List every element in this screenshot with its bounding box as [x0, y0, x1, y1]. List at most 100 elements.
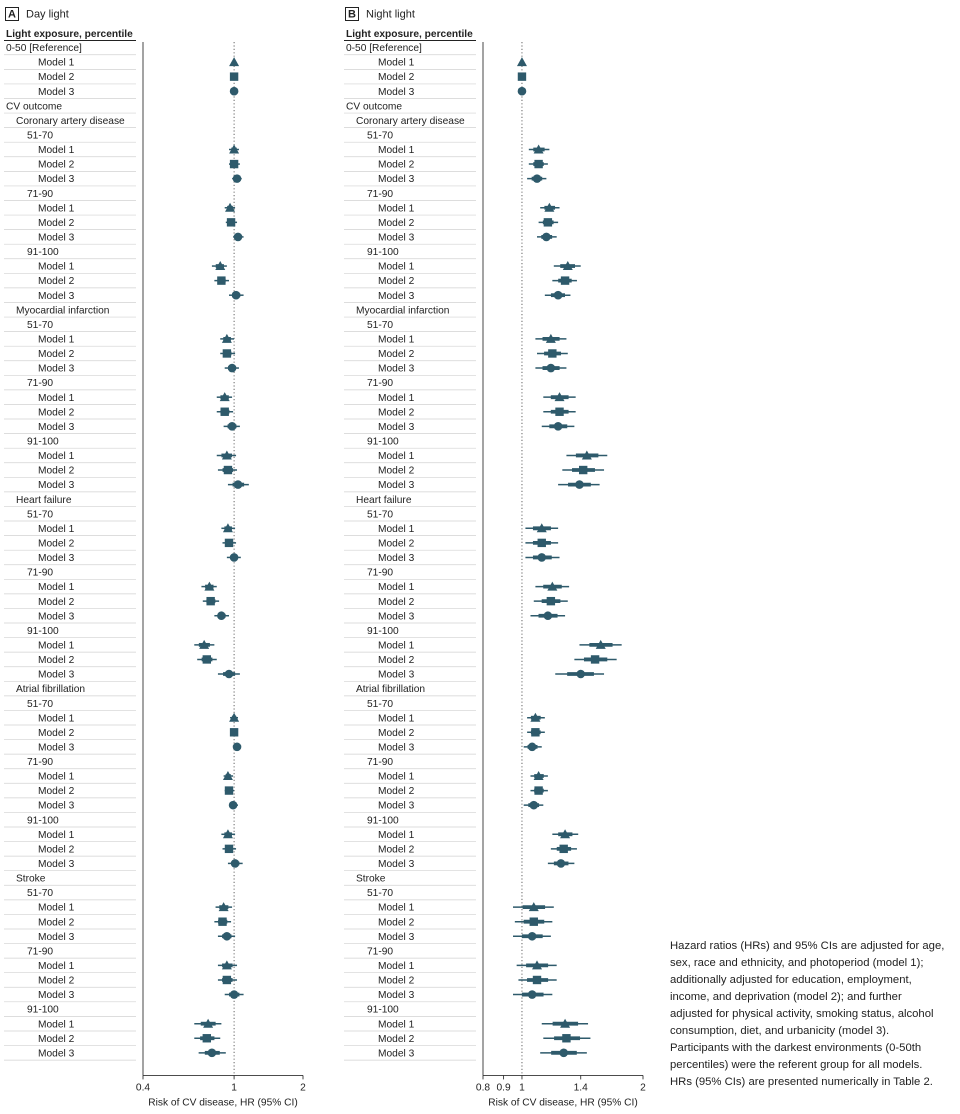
hr-marker-circle — [227, 363, 237, 373]
row-label: Model 3 — [38, 611, 75, 622]
row-label: 71-90 — [27, 378, 53, 389]
hr-marker-triangle — [554, 392, 565, 402]
row-label: 71-90 — [367, 946, 393, 957]
hr-marker-circle — [556, 859, 566, 868]
panel-title: Day light — [26, 9, 69, 21]
hr-marker-square — [202, 1034, 212, 1043]
hr-marker-triangle — [516, 57, 527, 67]
hr-marker-triangle — [219, 392, 230, 402]
row-label: Model 1 — [378, 393, 415, 404]
row-label: Atrial fibrillation — [356, 684, 425, 695]
row-label: CV outcome — [346, 101, 402, 112]
row-label: Model 2 — [38, 72, 75, 83]
hr-marker-circle — [207, 1048, 217, 1058]
hr-marker-triangle — [532, 960, 543, 970]
hr-marker-circle — [224, 669, 234, 679]
row-label: Model 1 — [38, 451, 75, 462]
hr-marker-circle — [527, 931, 537, 941]
row-label: 91-100 — [27, 436, 59, 447]
row-label: Heart failure — [16, 495, 72, 506]
hr-marker-circle — [527, 742, 537, 752]
row-label: Model 2 — [38, 160, 75, 171]
row-label: Model 1 — [38, 582, 75, 593]
row-label: Model 2 — [378, 844, 415, 855]
row-label: Model 2 — [378, 1034, 415, 1045]
row-label: Model 3 — [378, 1048, 415, 1059]
row-label: Model 1 — [378, 58, 415, 69]
hr-marker-triangle — [225, 202, 236, 212]
hr-marker-triangle — [222, 829, 233, 839]
hr-marker-circle — [229, 553, 239, 562]
hr-marker-square — [590, 655, 600, 664]
row-label: 71-90 — [27, 946, 53, 957]
row-label: Model 1 — [378, 772, 415, 783]
hr-marker-square — [223, 465, 233, 475]
hr-marker-triangle — [545, 333, 556, 343]
row-label: Model 3 — [38, 364, 75, 375]
row-label: Model 2 — [38, 407, 75, 418]
hr-marker-circle — [231, 290, 241, 300]
row-label: 91-100 — [27, 247, 59, 258]
hr-marker-circle — [576, 669, 586, 679]
row-label: 91-100 — [367, 815, 399, 826]
hr-marker-circle — [517, 86, 527, 96]
caption-line: Participants with the darkest environmen… — [670, 1042, 922, 1054]
caption-line: HRs (95% CIs) are presented numerically … — [670, 1076, 933, 1088]
hr-marker-square — [517, 72, 527, 81]
row-label: 51-70 — [27, 320, 53, 331]
panel-letter: B — [348, 9, 356, 21]
hr-marker-square — [534, 786, 543, 795]
row-label: Model 3 — [378, 364, 415, 375]
row-label: 71-90 — [367, 757, 393, 768]
hr-marker-triangle — [204, 581, 215, 591]
hr-marker-triangle — [544, 202, 555, 212]
row-label: Model 3 — [38, 670, 75, 681]
row-label: 71-90 — [27, 757, 53, 768]
row-label: Model 1 — [378, 582, 415, 593]
row-label: 71-90 — [367, 568, 393, 579]
row-label: 91-100 — [367, 1005, 399, 1016]
hr-marker-square — [534, 159, 543, 169]
panel-letter-box — [345, 7, 359, 21]
row-label: 91-100 — [27, 1005, 59, 1016]
row-label: Stroke — [16, 874, 46, 885]
row-label: Model 1 — [38, 524, 75, 535]
row-label: Model 2 — [38, 728, 75, 739]
row-label: 71-90 — [27, 189, 53, 200]
row-label: Model 2 — [378, 407, 415, 418]
row-label: Atrial fibrillation — [16, 684, 85, 695]
row-label: Model 1 — [378, 640, 415, 651]
row-label: 51-70 — [27, 699, 53, 710]
hr-marker-circle — [232, 742, 242, 752]
hr-marker-square — [229, 159, 239, 169]
hr-marker-square — [559, 844, 568, 854]
figure-caption: Hazard ratios (HRs) and 95% CIs are adju… — [670, 938, 956, 1091]
row-label: Model 3 — [38, 990, 75, 1001]
caption-line: income, and deprivation (model 2); and f… — [670, 991, 902, 1003]
hr-marker-triangle — [547, 581, 558, 591]
hr-marker-square — [229, 728, 239, 737]
hr-marker-circle — [532, 174, 542, 183]
x-axis-label: Risk of CV disease, HR (95% CI) — [488, 1097, 637, 1108]
row-label: Stroke — [356, 874, 386, 885]
row-label: Model 1 — [38, 903, 75, 914]
hr-marker-circle — [217, 611, 226, 621]
row-label: Model 2 — [378, 917, 415, 928]
row-label: Model 2 — [378, 160, 415, 171]
row-label: Model 2 — [378, 538, 415, 549]
hr-marker-circle — [233, 480, 243, 489]
hr-marker-triangle — [221, 333, 232, 343]
caption-line: consumption, diet, and urbanicity (model… — [670, 1025, 890, 1037]
hr-marker-square — [229, 72, 239, 81]
row-label: Model 3 — [378, 480, 415, 491]
row-label: Model 1 — [38, 830, 75, 841]
row-label: 91-100 — [27, 815, 59, 826]
row-label: Model 3 — [378, 291, 415, 302]
panel-a-day-light: A Day light Light exposure, percentile 0-50… — [4, 7, 306, 1108]
row-label: Model 3 — [378, 233, 415, 244]
row-label: 91-100 — [367, 436, 399, 447]
x-tick-label: 0.4 — [136, 1082, 150, 1093]
hr-marker-circle — [546, 363, 556, 373]
row-label: Heart failure — [356, 495, 412, 506]
